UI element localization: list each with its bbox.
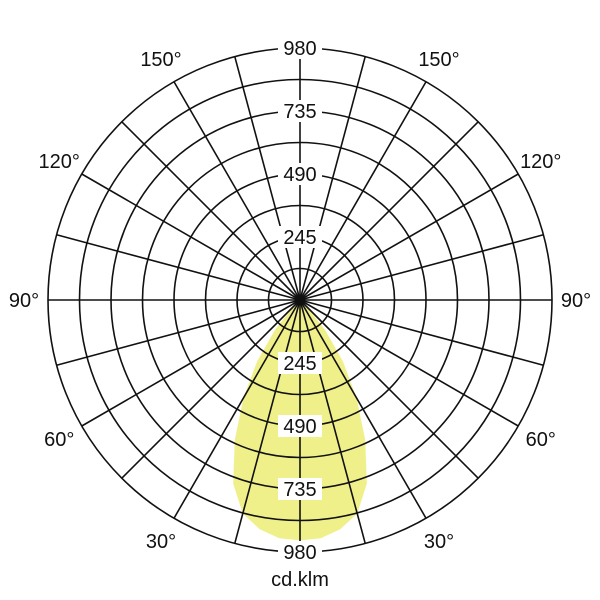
- radial-label-bg: [278, 100, 322, 122]
- grid-spoke: [299, 81, 427, 301]
- grid-spoke: [173, 299, 301, 519]
- angle-label: 90°: [561, 290, 591, 312]
- grid-spoke: [121, 121, 301, 301]
- angle-label: 30°: [424, 531, 454, 553]
- grid-spoke: [121, 299, 301, 479]
- angle-label: 60°: [526, 429, 556, 451]
- grid-spoke: [299, 121, 479, 301]
- grid-spoke: [299, 299, 366, 544]
- polar-grid: [47, 47, 553, 553]
- radial-label-bg: [278, 352, 322, 374]
- radial-label-bg: [278, 415, 322, 437]
- grid-spoke: [299, 56, 366, 301]
- grid-spoke: [299, 299, 479, 479]
- angle-label: 90°: [9, 290, 39, 312]
- grid-spoke: [56, 234, 301, 301]
- angle-label: 120°: [39, 151, 80, 173]
- grid-spoke: [81, 173, 301, 301]
- grid-spoke: [299, 299, 519, 427]
- angle-label: 120°: [520, 151, 561, 173]
- angle-label: 30°: [146, 531, 176, 553]
- radial-tick-label: 735: [283, 479, 316, 501]
- radial-tick-label: 490: [283, 164, 316, 186]
- radial-label-bg: [278, 478, 322, 500]
- radial-tick-label: 735: [283, 101, 316, 123]
- grid-spoke: [299, 299, 544, 366]
- grid-spoke: [299, 173, 519, 301]
- unit-label: cd.klm: [271, 569, 329, 591]
- grid-spoke: [81, 299, 301, 427]
- grid-spoke: [234, 56, 301, 301]
- radial-tick-label: 245: [283, 227, 316, 249]
- grid-spoke: [299, 299, 427, 519]
- radial-tick-label: 980: [283, 38, 316, 60]
- angle-label: 60°: [44, 429, 74, 451]
- angle-label: 150°: [418, 49, 459, 71]
- grid-spoke: [56, 299, 301, 366]
- radial-label-bg: [278, 37, 322, 59]
- radial-label-bg: [278, 541, 322, 563]
- radial-label-bg: [278, 163, 322, 185]
- radial-tick-label: 245: [283, 353, 316, 375]
- grid-spoke: [299, 234, 544, 301]
- radial-tick-label: 980: [283, 542, 316, 564]
- angle-label: 150°: [140, 49, 181, 71]
- radial-tick-label: 490: [283, 416, 316, 438]
- grid-spoke: [173, 81, 301, 301]
- grid-spoke: [234, 299, 301, 544]
- labels: 245 490 735 980 245 490 735 980 150° 150° 120° 120°…: [9, 37, 591, 564]
- radial-label-bg: [278, 226, 322, 248]
